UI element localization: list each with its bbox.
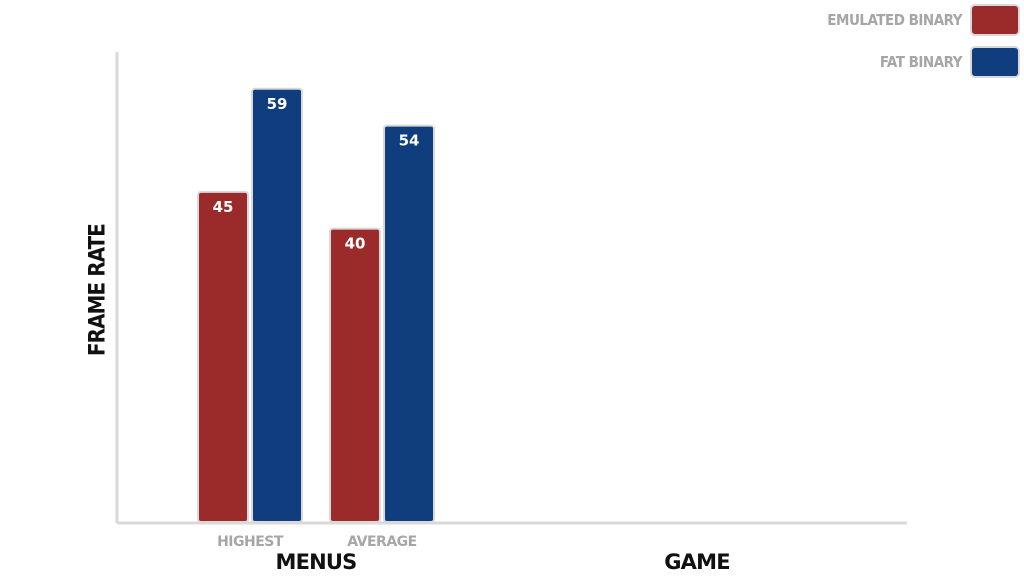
- bar-fat-binary-average: [383, 124, 435, 523]
- legend: Emulated Binary Fat Binary: [827, 4, 1020, 78]
- legend-item-emulated-binary: Emulated Binary: [827, 4, 1020, 36]
- bar-emulated-binary-average: [329, 227, 381, 523]
- data-label-fat-binary-average: 54: [399, 132, 420, 150]
- data-label-emulated-binary-highest: 45: [213, 198, 234, 216]
- bar-fat-binary-highest: [251, 87, 303, 523]
- legend-swatch-fat-binary: [970, 46, 1020, 78]
- legend-swatch-emulated-binary: [970, 4, 1020, 36]
- x-tick-label-average: AVERAGE: [347, 534, 416, 550]
- data-label-emulated-binary-average: 40: [345, 235, 366, 253]
- bar-emulated-binary-highest: [197, 190, 249, 523]
- legend-label-emulated-binary: Emulated Binary: [827, 11, 962, 29]
- x-group-label-game: GAME: [664, 550, 730, 574]
- x-group-label-menus: MENUS: [276, 550, 357, 574]
- x-tick-label-highest: HIGHEST: [217, 534, 284, 550]
- legend-item-fat-binary: Fat Binary: [880, 46, 1020, 78]
- legend-label-fat-binary: Fat Binary: [879, 53, 963, 71]
- data-label-fat-binary-highest: 59: [267, 95, 288, 113]
